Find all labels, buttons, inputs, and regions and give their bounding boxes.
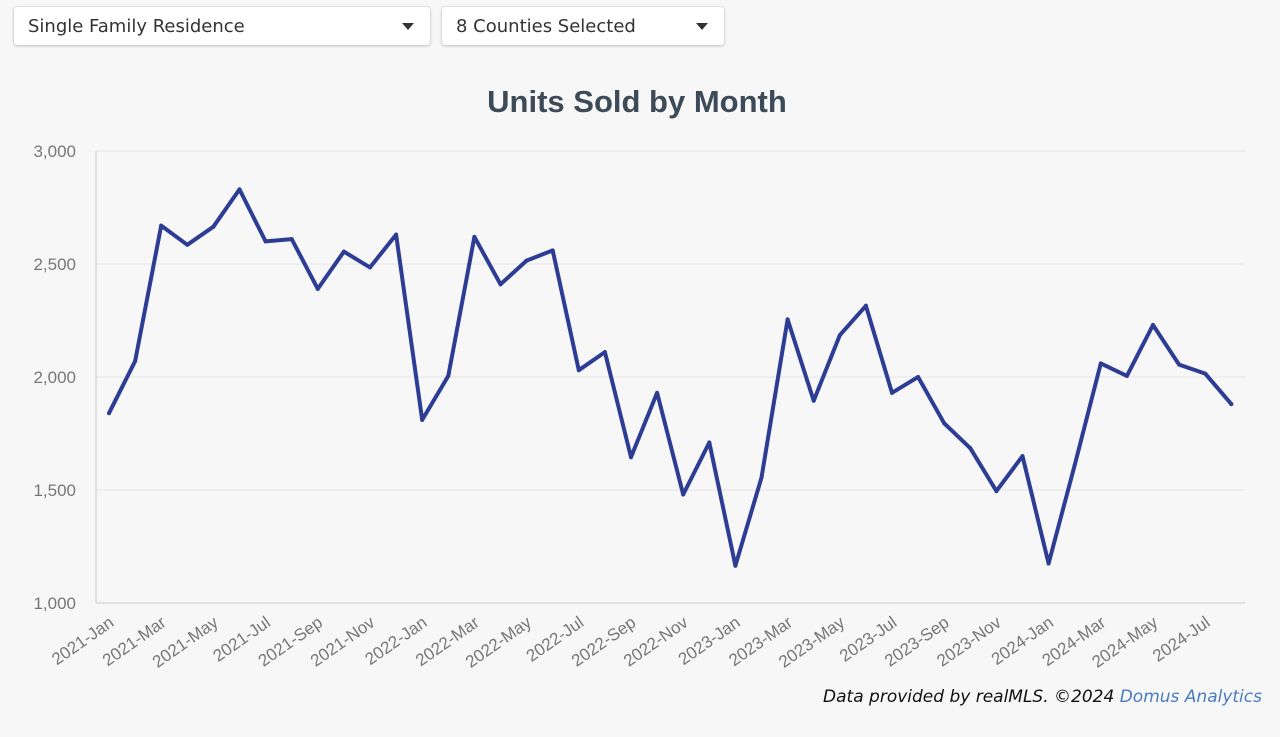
data-point [994,489,999,494]
y-axis-tick-labels: 1,000 1,500 2,000 2,500 3,000 [33,142,76,613]
data-point [420,417,425,422]
counties-selected-value: 8 Counties Selected [456,15,636,37]
data-point [263,239,268,244]
data-point [916,375,921,379]
data-point [498,282,503,287]
data-point [524,258,529,263]
data-point [1203,371,1208,376]
data-point [602,350,607,355]
x-tick-label: 2024-Jul [1149,613,1213,666]
data-point [942,421,947,426]
series-layer [107,187,1234,568]
y-tick-label: 1,000 [33,594,76,613]
domus-analytics-link[interactable]: Domus Analytics [1119,687,1262,707]
y-tick-label: 3,000 [33,142,76,161]
data-point [655,390,660,395]
y-tick-label: 2,000 [33,368,76,387]
data-point [550,248,555,253]
chart-title: Units Sold by Month [487,84,787,119]
axes [95,151,1245,604]
caret-down-icon [402,22,414,30]
data-point [707,440,712,445]
counties-dropdown[interactable]: 8 Counties Selected [442,7,724,45]
data-point [837,333,842,338]
data-point [1151,323,1155,328]
point-layer [107,187,1234,568]
data-point [133,359,138,364]
data-point [1177,362,1182,367]
data-attribution: Data provided by realMLS. ©2024 Domus An… [823,687,1262,707]
data-point [629,455,633,460]
y-tick-label: 1,500 [33,481,76,500]
data-point [237,187,242,192]
gridlines [96,150,1245,491]
property-type-dropdown[interactable]: Single Family Residence [14,7,430,45]
data-point [576,368,581,373]
data-point [159,223,164,228]
data-point [733,563,738,568]
data-point [211,224,216,229]
x-axis-tick-labels: 2021-Jan2021-Mar2021-May2021-Jul2021-Sep… [48,612,1213,671]
data-point [1020,454,1025,459]
data-point [289,237,294,242]
data-point [1229,402,1234,407]
caret-down-icon [696,22,708,30]
data-point [811,398,816,403]
data-point [107,411,111,416]
data-point [315,286,320,291]
data-point [472,234,477,239]
data-point [394,232,399,237]
data-point [185,242,190,247]
attribution-text: Data provided by realMLS. ©2024 [823,687,1120,707]
series-line [107,187,1234,568]
data-point [759,475,764,480]
property-type-selected-value: Single Family Residence [28,15,245,37]
data-point [1046,561,1051,566]
data-point [681,492,686,497]
data-point [368,265,372,270]
data-point [890,390,894,395]
data-point [1072,463,1077,468]
data-point [1124,373,1129,378]
data-point [863,303,868,308]
data-point [341,249,346,254]
y-tick-label: 2,500 [33,255,76,274]
data-point [968,446,973,451]
data-point [785,317,790,322]
data-point [1098,361,1103,366]
data-point [446,373,451,378]
